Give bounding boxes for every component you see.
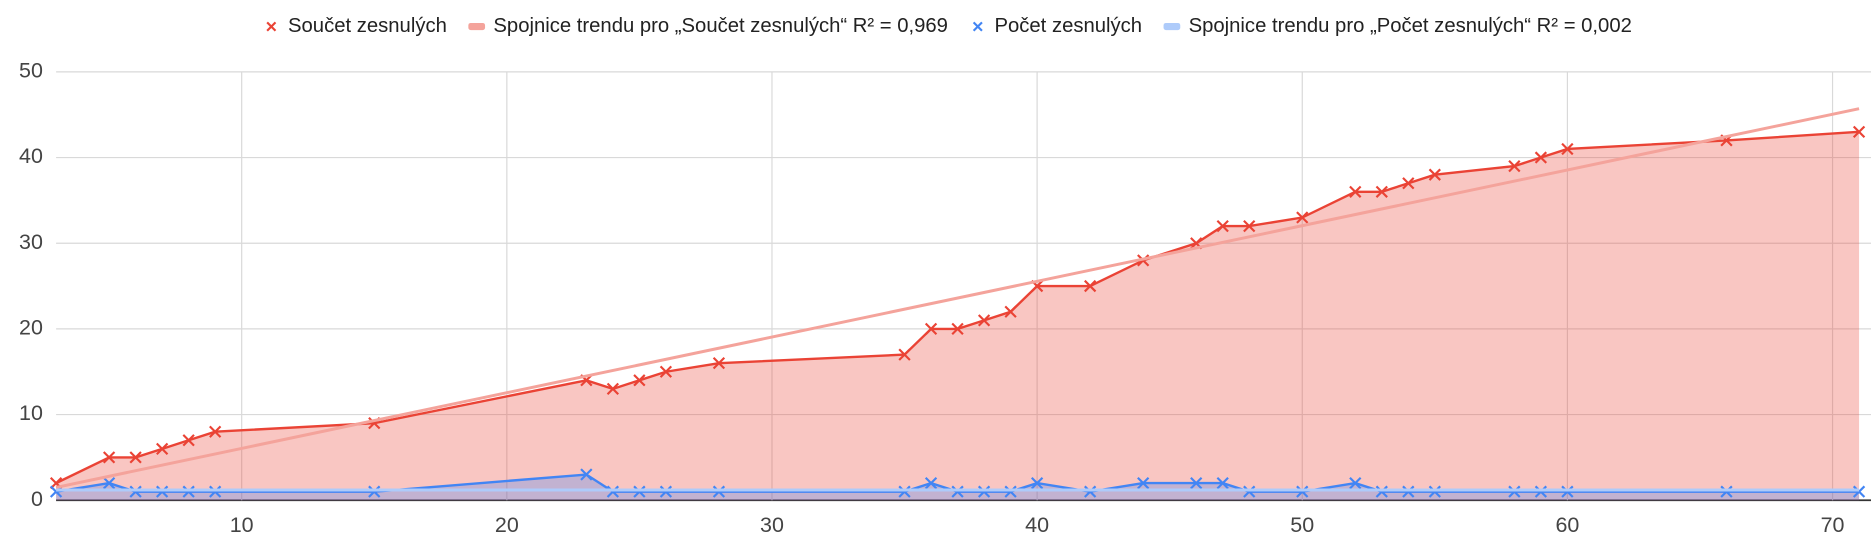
point-marker — [1349, 476, 1362, 490]
point-marker — [182, 434, 195, 447]
point-marker — [1243, 485, 1256, 498]
point-marker — [1534, 485, 1548, 498]
point-marker — [1004, 485, 1017, 498]
point-marker — [1508, 485, 1521, 498]
point-marker — [1216, 219, 1229, 233]
point-marker — [1720, 485, 1733, 498]
point-marker — [209, 425, 222, 438]
point-marker — [1428, 168, 1441, 181]
point-marker — [209, 485, 222, 498]
point-marker — [633, 374, 646, 387]
point-marker — [977, 314, 991, 327]
point-marker — [1296, 211, 1309, 224]
point-marker — [977, 485, 991, 498]
y-tick-label: 40 — [19, 144, 43, 168]
point-marker — [129, 451, 142, 464]
legend-label: Spojnice trendu pro „Počet zesnulých“ R²… — [1189, 15, 1632, 37]
point-marker — [1561, 485, 1574, 498]
point-marker — [1137, 476, 1150, 490]
point-marker — [951, 322, 964, 336]
area — [56, 131, 1860, 501]
point-marker — [102, 451, 116, 464]
point-marker — [1561, 142, 1574, 156]
point-marker — [659, 365, 673, 378]
legend-swatch — [266, 21, 277, 32]
point-marker — [1428, 485, 1441, 498]
x-tick-label: 70 — [1821, 513, 1845, 537]
point-marker — [1296, 485, 1309, 498]
legend-swatch — [1163, 22, 1181, 31]
point-marker — [1375, 185, 1388, 198]
point-marker — [1004, 305, 1017, 318]
legend-swatch — [972, 21, 983, 32]
point-marker — [156, 442, 169, 455]
point-marker — [102, 476, 116, 490]
y-tick-label: 50 — [19, 59, 43, 83]
x-tick-label: 30 — [760, 513, 784, 537]
point-marker — [129, 485, 142, 498]
point-marker — [1534, 151, 1548, 164]
legend-item: Součet zesnulých — [266, 15, 447, 37]
x-tick-label: 50 — [1290, 513, 1314, 537]
legend-label: Součet zesnulých — [288, 15, 447, 37]
point-marker — [580, 468, 593, 481]
point-marker — [1216, 476, 1229, 490]
point-marker — [951, 485, 964, 498]
point-marker — [924, 476, 938, 490]
x-tick-label: 60 — [1555, 513, 1579, 537]
y-tick-label: 10 — [19, 401, 43, 425]
point-marker — [1402, 177, 1415, 190]
point-marker — [924, 322, 938, 336]
x-tick-label: 20 — [495, 513, 519, 537]
point-marker — [898, 348, 911, 361]
point-marker — [1852, 485, 1866, 498]
point-marker — [1349, 185, 1362, 198]
point-marker — [1084, 485, 1097, 498]
point-marker — [1084, 279, 1097, 293]
point-marker — [898, 485, 911, 498]
legend-item: Spojnice trendu pro „Počet zesnulých“ R²… — [1163, 15, 1632, 37]
point-marker — [1030, 476, 1044, 490]
point-marker — [633, 485, 646, 498]
point-marker — [606, 485, 620, 498]
point-marker — [659, 485, 673, 498]
point-marker — [1375, 485, 1388, 498]
point-marker — [1243, 219, 1256, 233]
x-tick-label: 40 — [1025, 513, 1049, 537]
point-marker — [712, 485, 726, 498]
legend: Součet zesnulých Spojnice trendu pro „Sou… — [266, 15, 1632, 37]
y-tick-label: 0 — [31, 487, 43, 511]
legend-swatch — [468, 22, 486, 31]
point-marker — [1508, 159, 1521, 173]
point-marker — [182, 485, 195, 498]
legend-label: Počet zesnulých — [994, 15, 1142, 37]
point-marker — [156, 485, 169, 498]
y-tick-label: 20 — [19, 316, 43, 340]
point-marker — [368, 485, 381, 498]
y-tick-label: 30 — [19, 230, 43, 254]
legend-item: Počet zesnulých — [972, 15, 1142, 37]
legend-label: Spojnice trendu pro „Součet zesnulých“ R… — [493, 15, 948, 37]
point-marker — [1190, 476, 1203, 490]
point-marker — [1852, 125, 1866, 138]
x-tick-label: 10 — [230, 513, 254, 537]
trend-line — [55, 107, 1860, 489]
point-marker — [606, 382, 620, 396]
point-marker — [712, 357, 726, 370]
legend-item: Spojnice trendu pro „Součet zesnulých“ R… — [468, 15, 948, 37]
point-marker — [1402, 485, 1415, 498]
